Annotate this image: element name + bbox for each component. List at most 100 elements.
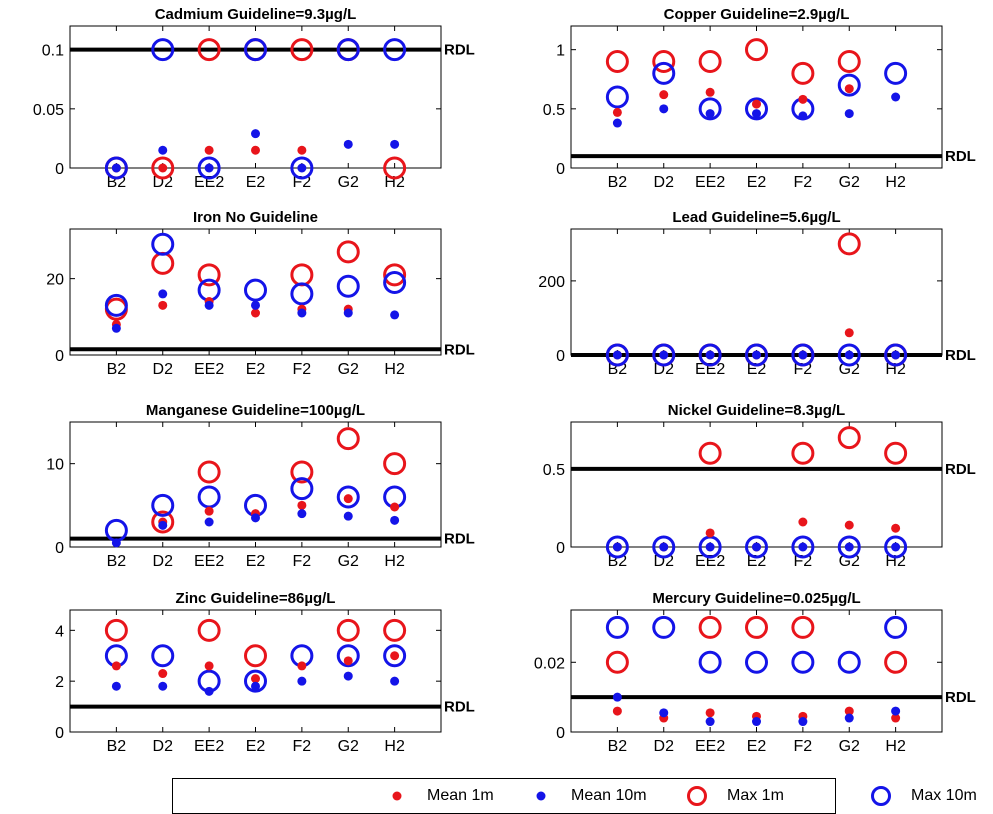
marker-max-1m xyxy=(698,615,722,639)
marker-mean-10m xyxy=(705,542,715,552)
marker-mean-1m xyxy=(297,661,307,671)
rdl-label: RDL xyxy=(945,461,976,478)
marker-mean-10m xyxy=(752,542,761,552)
rdl-label: RDL xyxy=(945,347,976,364)
x-tick-label: G2 xyxy=(839,738,860,755)
marker-max-10m xyxy=(104,156,128,180)
marker-max-10m xyxy=(605,85,629,109)
marker-mean-1m xyxy=(158,669,168,679)
x-tick-label: D2 xyxy=(153,553,174,570)
marker-mean-10m xyxy=(343,308,353,318)
marker-max-10m xyxy=(605,343,629,367)
marker-mean-10m xyxy=(343,511,353,521)
x-tick-label: G2 xyxy=(839,361,860,378)
panel-mercury: Mercury Guideline=0.025µg/L 0 0.02 B2 D2 EE2 E… xyxy=(534,590,976,755)
panel-title: Mercury Guideline=0.025µg/L xyxy=(652,590,860,607)
marker-mean-10m xyxy=(297,163,307,173)
marker-mean-10m xyxy=(705,717,715,727)
marker-mean-10m xyxy=(251,129,260,139)
marker-mean-10m xyxy=(752,717,761,727)
x-tick-label: B2 xyxy=(107,361,127,378)
marker-max-10m xyxy=(884,535,908,559)
marker-max-1m xyxy=(383,156,407,180)
marker-max-1m xyxy=(884,650,908,674)
marker-max-10m xyxy=(244,38,267,62)
panel-title: Iron No Guideline xyxy=(193,209,318,226)
x-tick-label: F2 xyxy=(794,174,813,191)
marker-max-1m xyxy=(383,452,407,476)
marker-max-1m xyxy=(837,50,861,73)
x-tick-label: H2 xyxy=(384,738,405,755)
y-tick-label: 200 xyxy=(538,274,565,291)
marker-mean-10m xyxy=(705,109,715,119)
x-tick-label: E2 xyxy=(246,553,266,570)
legend-label-max-1m: Max 1m xyxy=(727,787,784,804)
marker-mean-1m xyxy=(343,494,353,504)
marker-max-10m xyxy=(383,644,407,668)
marker-max-1m xyxy=(791,615,815,639)
plot-frame xyxy=(570,228,943,356)
panel-iron: Iron No Guideline 0 20 B2 D2 EE2 E2 F2 G2 H2 RDL xyxy=(46,209,475,378)
y-tick-label: 0 xyxy=(556,725,565,742)
marker-mean-10m xyxy=(390,515,400,525)
marker-max-10m xyxy=(197,156,221,180)
marker-mean-10m xyxy=(297,308,307,318)
marker-mean-1m xyxy=(705,708,715,718)
marker-mean-10m xyxy=(891,92,901,102)
marker-mean-10m xyxy=(844,542,854,552)
x-tick-label: G2 xyxy=(338,361,359,378)
y-tick-label: 0 xyxy=(55,540,64,557)
marker-max-10m xyxy=(884,615,908,639)
marker-max-10m xyxy=(151,38,175,62)
marker-max-1m xyxy=(605,50,629,73)
y-tick-label: 4 xyxy=(55,623,64,640)
marker-mean-1m xyxy=(111,661,121,671)
marker-mean-1m xyxy=(891,523,901,533)
marker-mean-10m xyxy=(158,289,168,299)
marker-mean-10m xyxy=(891,706,901,716)
marker-max-10m xyxy=(104,293,128,317)
marker-max-1m xyxy=(197,460,221,484)
y-tick-label: 0 xyxy=(556,540,565,557)
marker-max-1m xyxy=(791,441,815,465)
marker-mean-10m xyxy=(111,538,121,548)
rdl-label: RDL xyxy=(444,341,475,358)
x-tick-label: EE2 xyxy=(695,361,725,378)
marker-max-10m xyxy=(837,535,861,559)
y-tick-label: 0 xyxy=(55,725,64,742)
marker-max-10m xyxy=(837,650,861,674)
rdl-label: RDL xyxy=(945,689,976,706)
marker-max-1m xyxy=(336,240,360,264)
chart-figure: Cadmium Guideline=9.3µg/L 0 0.05 0.1 B2 D2 EE2… xyxy=(33,6,976,755)
rdl-label: RDL xyxy=(444,531,475,548)
marker-mean-10m xyxy=(752,350,761,360)
marker-max-10m xyxy=(244,669,267,693)
marker-mean-1m xyxy=(659,90,669,100)
marker-mean-10m xyxy=(844,350,854,360)
marker-mean-1m xyxy=(612,107,622,117)
marker-max-1m xyxy=(197,38,221,62)
marker-mean-10m xyxy=(111,163,121,173)
x-tick-label: H2 xyxy=(384,553,405,570)
marker-mean-10m xyxy=(612,692,622,702)
marker-max-10m xyxy=(336,644,360,668)
marker-mean-1m xyxy=(844,706,854,716)
marker-mean-1m xyxy=(251,308,260,318)
x-tick-label: D2 xyxy=(654,174,675,191)
y-tick-label: 0 xyxy=(55,161,64,178)
marker-mean-10m xyxy=(204,163,214,173)
marker-mean-10m xyxy=(390,310,400,320)
marker-max-1m xyxy=(197,263,221,287)
legend-item-mean-10m: Mean 10m xyxy=(536,779,647,813)
marker-mean-10m xyxy=(705,350,715,360)
marker-mean-10m xyxy=(844,109,854,119)
x-tick-label: D2 xyxy=(153,738,174,755)
marker-max-1m xyxy=(698,441,722,465)
marker-mean-10m xyxy=(158,681,168,691)
x-tick-label: H2 xyxy=(384,361,405,378)
marker-mean-10m xyxy=(158,145,168,155)
panel-copper: Copper Guideline=2.9µg/L 0 0.5 1 B2 D2 EE2 E2 F2… xyxy=(543,6,976,191)
marker-max-10m xyxy=(884,343,908,367)
panel-title: Zinc Guideline=86µg/L xyxy=(176,590,336,607)
x-tick-label: F2 xyxy=(293,361,312,378)
